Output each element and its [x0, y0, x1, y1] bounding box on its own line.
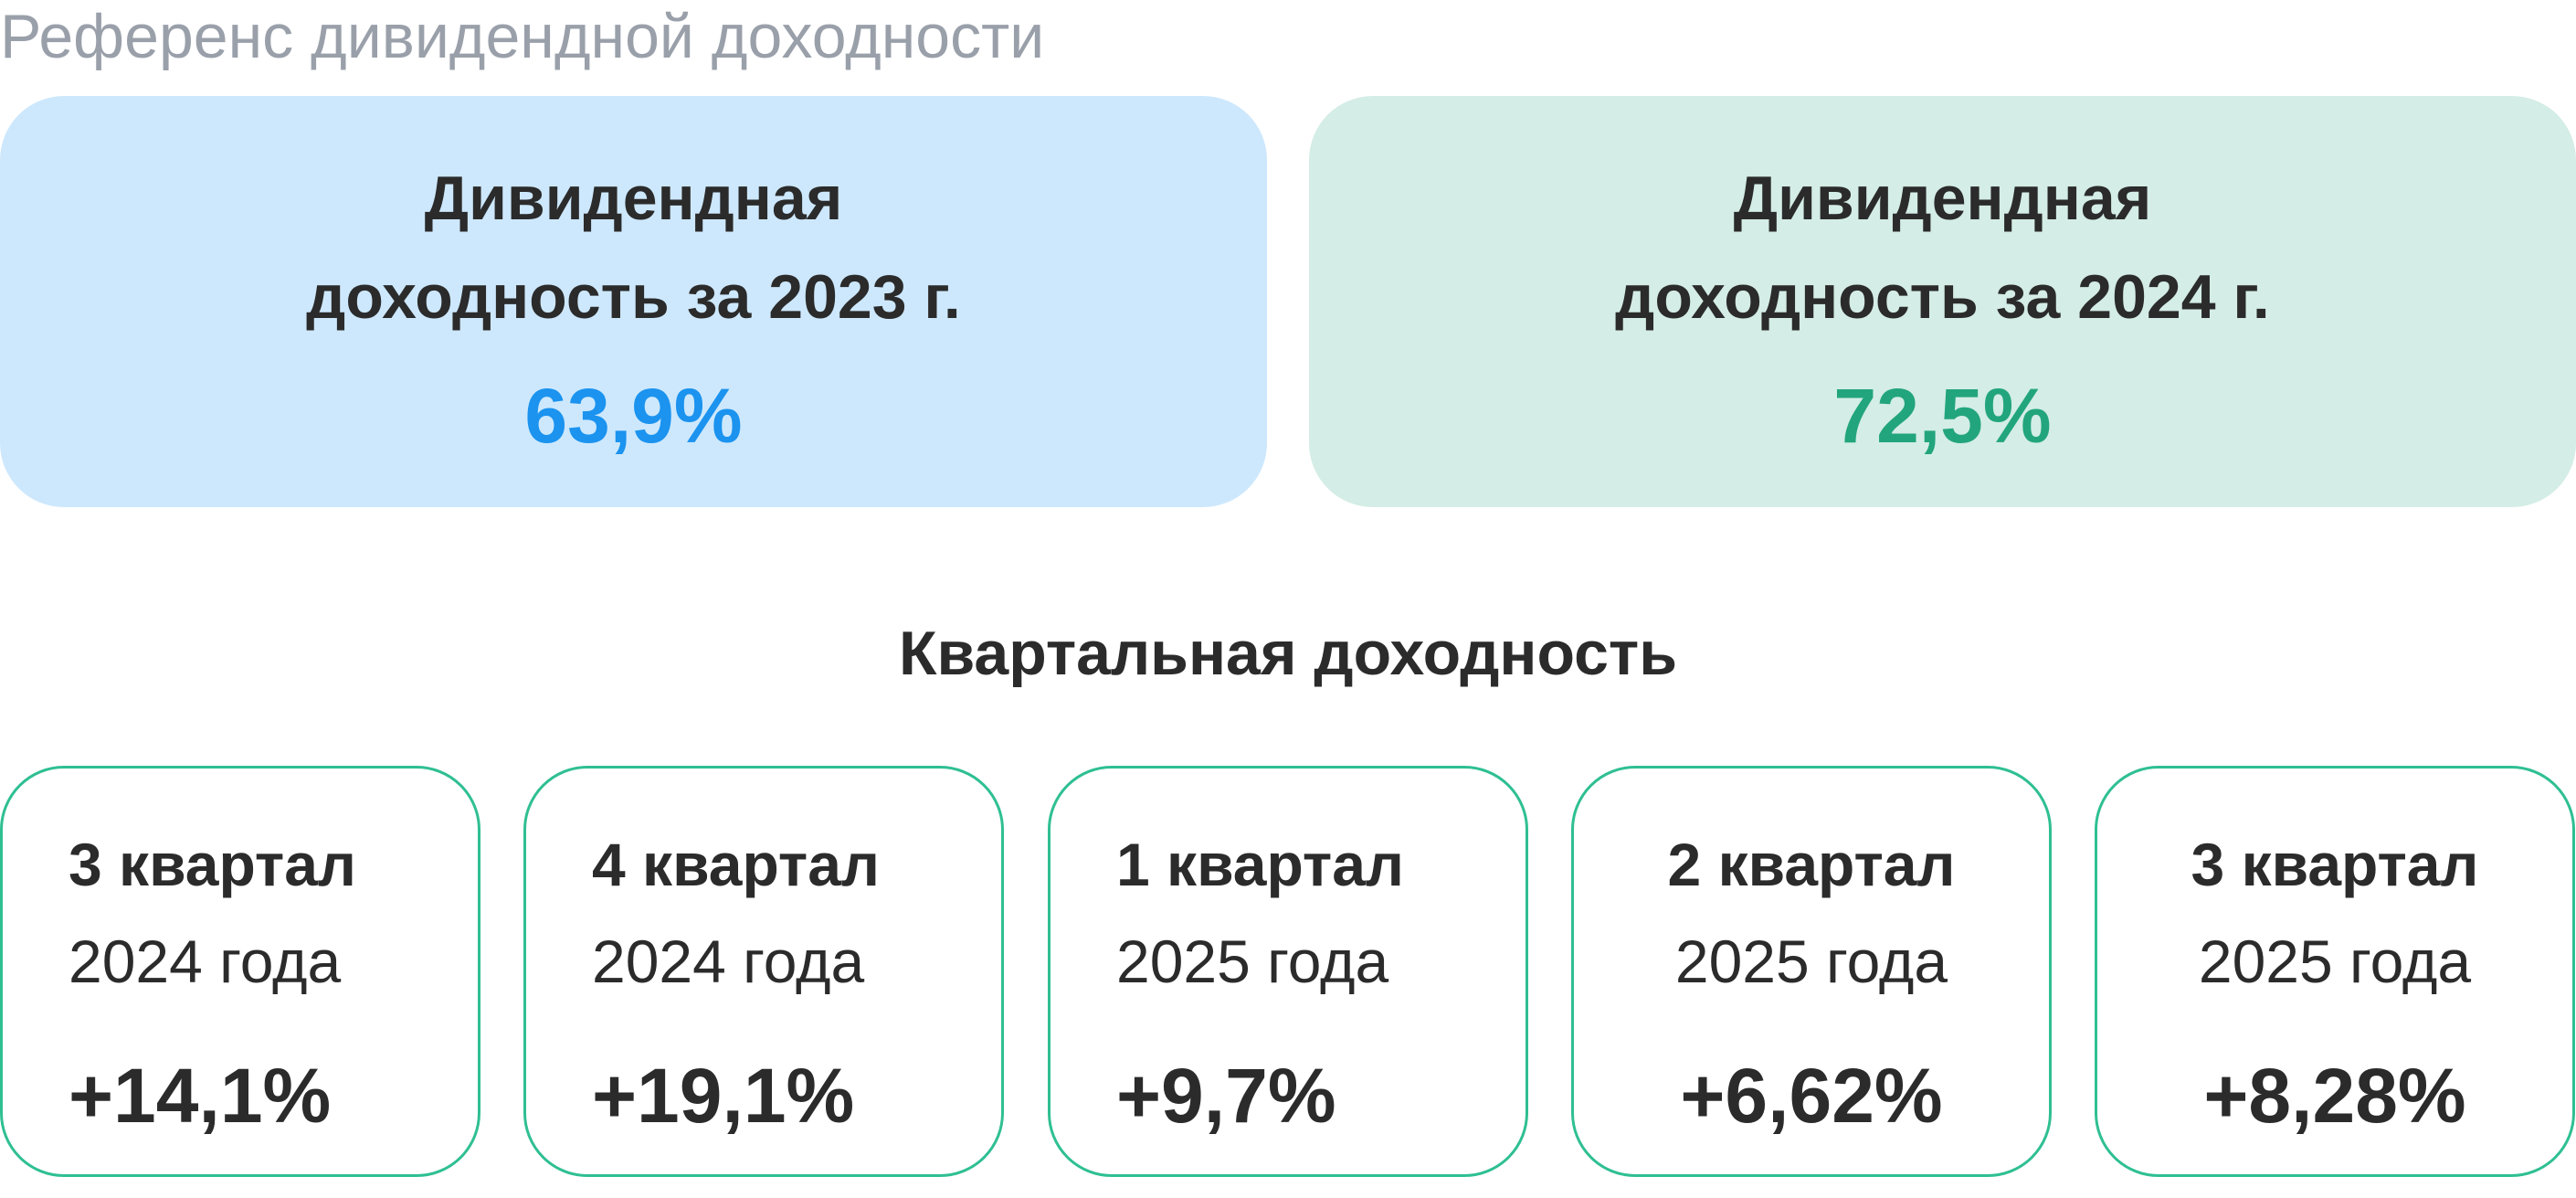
quarterly-yield-heading: Квартальная доходность: [898, 619, 1678, 688]
annual-yield-card-2023: Дивидендная доходность за 2023 г. 63,9%: [0, 96, 1267, 507]
annual-yield-title: Дивидендная доходность за 2023 г.: [0, 149, 1267, 346]
quarter-card: 2 квартал 2025 года +6,62%: [1571, 766, 2052, 1177]
quarter-card: 1 квартал 2025 года +9,7%: [1048, 766, 1528, 1177]
quarter-label: 2 квартал: [1667, 831, 1956, 898]
quarter-card: 4 квартал 2024 года +19,1%: [523, 766, 1004, 1177]
quarter-label: 3 квартал: [2191, 831, 2479, 898]
quarter-year: 2024 года: [69, 928, 342, 995]
annual-yield-value: 72,5%: [1833, 373, 2052, 459]
quarter-card: 3 квартал 2025 года +8,28%: [2095, 766, 2575, 1177]
quarter-year: 2025 года: [1674, 928, 1948, 995]
quarter-label: 4 квартал: [592, 831, 880, 898]
quarter-yield-value: +6,62%: [1680, 1053, 1943, 1139]
quarter-yield-value: +9,7%: [1116, 1053, 1336, 1139]
quarter-year: 2024 года: [592, 928, 865, 995]
quarter-yield-value: +8,28%: [2203, 1053, 2466, 1139]
quarter-year: 2025 года: [1116, 928, 1389, 995]
quarter-label: 1 квартал: [1116, 831, 1404, 898]
annual-yield-title-line2: доходность за 2024 г.: [1615, 262, 2270, 332]
annual-yield-value: 63,9%: [524, 373, 743, 459]
quarter-yield-value: +19,1%: [592, 1053, 855, 1139]
annual-yield-card-2024: Дивидендная доходность за 2024 г. 72,5%: [1309, 96, 2576, 507]
annual-yield-title: Дивидендная доходность за 2024 г.: [1309, 149, 2576, 346]
quarter-card: 3 квартал 2024 года +14,1%: [0, 766, 480, 1177]
annual-yield-title-line2: доходность за 2023 г.: [306, 262, 961, 332]
quarter-yield-value: +14,1%: [69, 1053, 332, 1139]
quarter-label: 3 квартал: [69, 831, 356, 898]
annual-yield-title-line1: Дивидендная: [1733, 164, 2152, 233]
page-title: Референс дивидендной доходности: [0, 2, 1045, 71]
quarter-year: 2025 года: [2198, 928, 2472, 995]
annual-yield-title-line1: Дивидендная: [424, 164, 843, 233]
